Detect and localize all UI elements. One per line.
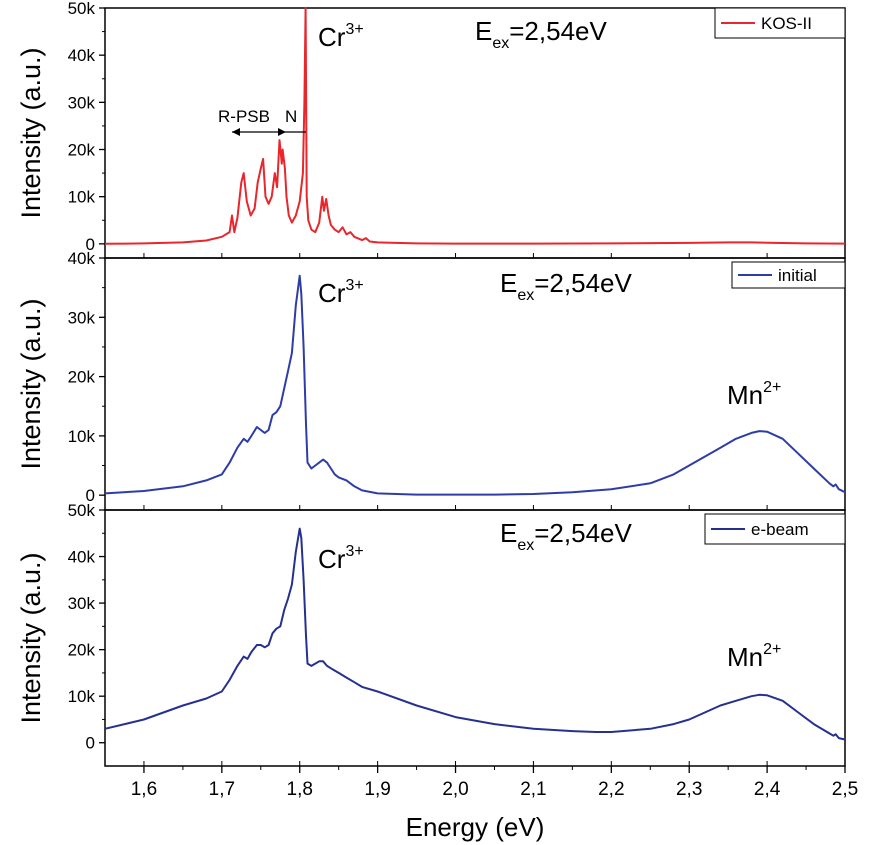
y-tick-label: 20k: [68, 368, 96, 387]
ion-label-mn: Mn2+: [727, 379, 781, 410]
panel-frame-3: [104, 509, 846, 767]
y-tick-label: 20k: [68, 141, 96, 160]
x-axis-label: Energy (eV): [406, 812, 545, 842]
series-line-initial: [104, 274, 846, 496]
excitation-label: Eex=2,54eV: [475, 16, 607, 52]
x-tick-label: 1,7: [209, 779, 235, 800]
excitation-label: Eex=2,54eV: [500, 518, 632, 554]
y-tick-label: 30k: [68, 594, 96, 613]
ion-label-cr: Cr3+: [318, 21, 364, 52]
legend-label: e-beam: [751, 520, 809, 539]
y-tick-label: 0: [86, 235, 95, 254]
y-tick-label: 40k: [68, 46, 96, 65]
r-psb-arrowhead-right: [278, 128, 286, 136]
y-tick-label: 30k: [68, 93, 96, 112]
ion-label-mn: Mn2+: [727, 641, 781, 672]
r-psb-arrowhead-left: [232, 128, 240, 136]
legend-label: KOS-II: [761, 14, 812, 33]
r-psb-label: R-PSB: [218, 107, 270, 126]
y-tick-label: 20k: [68, 641, 96, 660]
x-tick-label: 2,0: [442, 779, 468, 800]
y-tick-label: 50k: [68, 501, 96, 520]
excitation-label: Eex=2,54eV: [500, 268, 632, 304]
series-line-KOS-II: [104, 7, 846, 245]
ion-label-cr: Cr3+: [318, 543, 364, 574]
ion-label-cr: Cr3+: [318, 277, 364, 308]
n-label: N: [285, 107, 297, 126]
y-tick-label: 40k: [68, 548, 96, 567]
x-tick-label: 1,9: [364, 779, 390, 800]
y-axis-label: Intensity (a.u.): [16, 552, 46, 723]
y-tick-label: 10k: [68, 188, 96, 207]
x-tick-label: 2,2: [598, 779, 624, 800]
y-tick-label: 40k: [68, 249, 96, 268]
x-tick-label: 2,5: [832, 779, 858, 800]
y-tick-label: 0: [86, 734, 95, 753]
y-axis-label: Intensity (a.u.): [16, 298, 46, 469]
y-tick-label: 10k: [68, 427, 96, 446]
legend-label: initial: [778, 266, 817, 285]
legend-box: [714, 7, 846, 39]
y-tick-label: 0: [86, 486, 95, 505]
y-tick-label: 10k: [68, 687, 96, 706]
x-tick-label: 2,4: [754, 779, 781, 800]
y-tick-label: 50k: [68, 0, 96, 18]
x-tick-label: 1,8: [287, 779, 313, 800]
y-axis-label: Intensity (a.u.): [16, 47, 46, 218]
x-tick-label: 2,1: [520, 779, 546, 800]
x-tick-label: 2,3: [676, 779, 702, 800]
x-tick-label: 1,6: [131, 779, 157, 800]
y-tick-label: 30k: [68, 308, 96, 327]
series-line-e-beam: [104, 527, 846, 741]
